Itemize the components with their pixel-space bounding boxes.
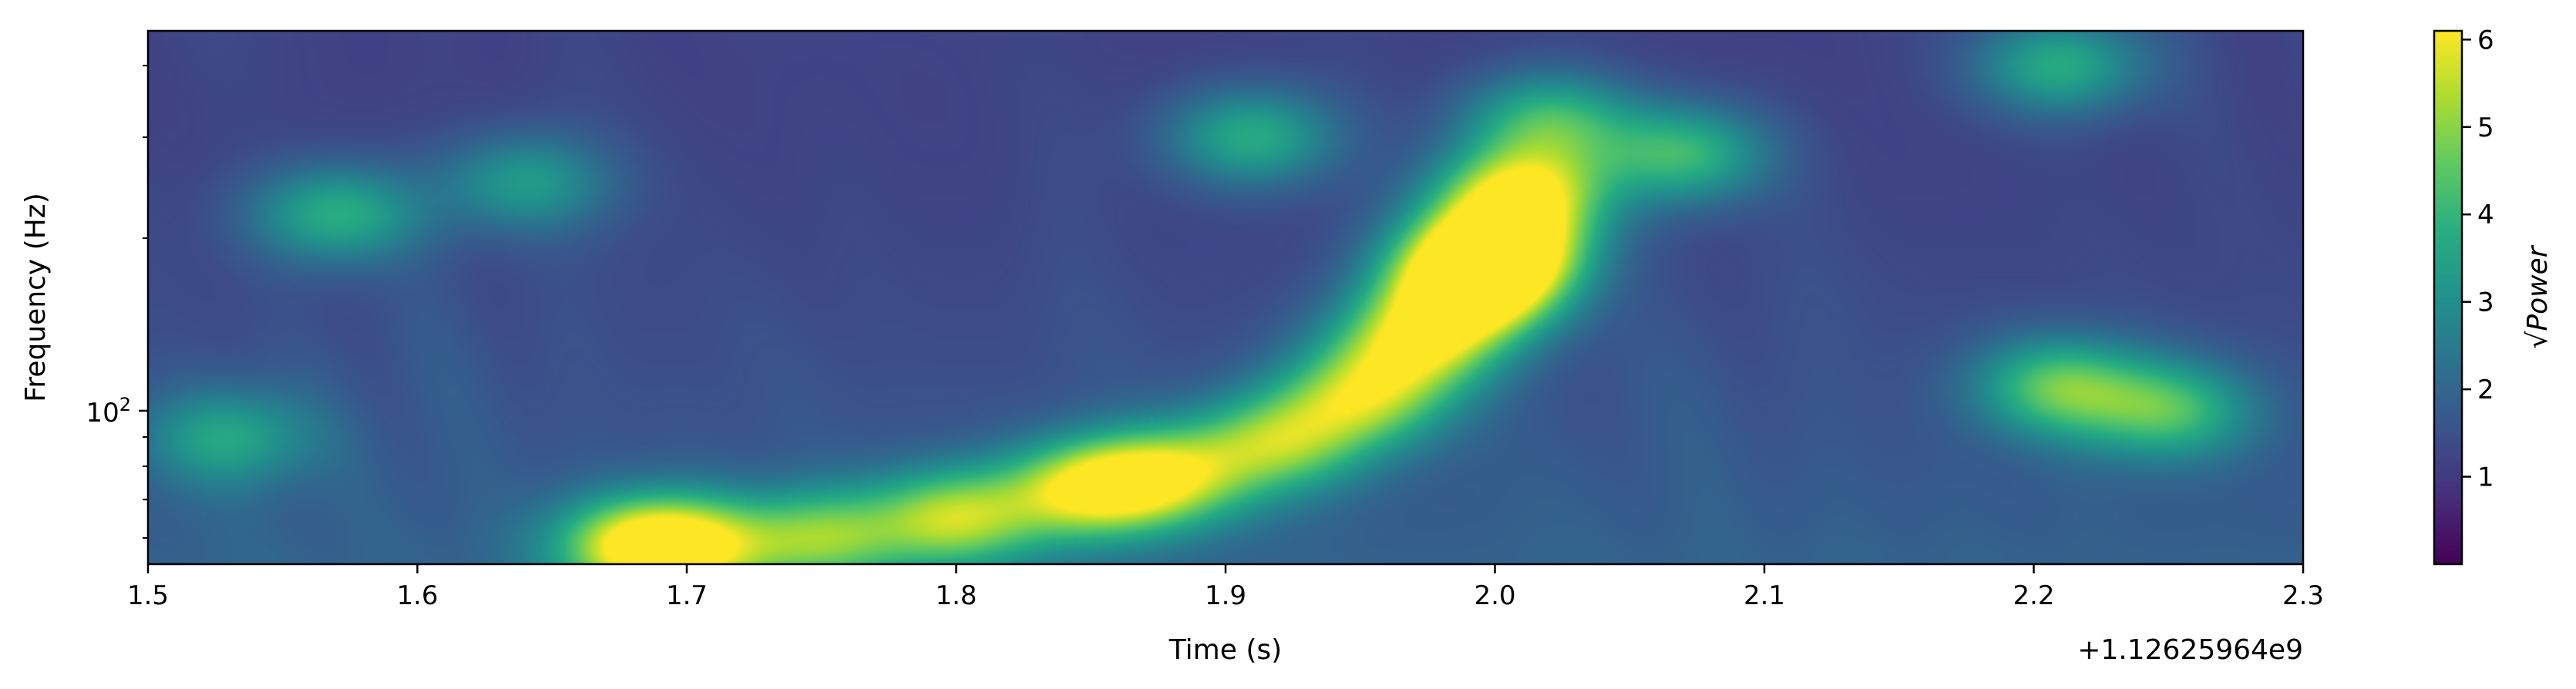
x-tick-label: 1.8 bbox=[935, 580, 977, 611]
y-axis bbox=[139, 65, 148, 539]
colorbar-label: √Power bbox=[2522, 244, 2554, 348]
colorbar-tick-label: 4 bbox=[2477, 200, 2494, 230]
x-tick-label: 2.3 bbox=[2282, 580, 2324, 611]
y-tick-label-exponent: 2 bbox=[119, 394, 131, 415]
x-tick-label: 1.5 bbox=[127, 580, 169, 611]
x-axis-label: Time (s) bbox=[1169, 634, 1282, 666]
colorbar-ticks: 1 2 3 4 5 6 bbox=[2462, 25, 2494, 493]
x-offset-label: +1.12625964e9 bbox=[2077, 634, 2303, 666]
heatmap-area bbox=[148, 31, 2303, 564]
colorbar-frame bbox=[2433, 29, 2463, 566]
x-tick-label: 2.1 bbox=[1744, 580, 1785, 611]
x-tick-label: 1.7 bbox=[666, 580, 708, 611]
colorbar-tick-label: 1 bbox=[2477, 462, 2494, 493]
x-tick-label: 1.9 bbox=[1205, 580, 1246, 611]
colorbar-tick-label: 6 bbox=[2477, 25, 2494, 55]
colorbar-tick-label: 5 bbox=[2477, 113, 2494, 143]
heatmap-canvas bbox=[148, 31, 2303, 564]
colorbar-gradient bbox=[2434, 31, 2462, 564]
y-tick-label-base: 10 bbox=[86, 398, 119, 429]
x-axis: 1.5 1.6 1.7 1.8 1.9 2.0 2.1 2.2 2.3 bbox=[127, 564, 2324, 611]
colorbar-tick-label: 2 bbox=[2477, 375, 2494, 405]
x-tick-label: 2.0 bbox=[1474, 580, 1515, 611]
y-tick-label-100: 102 bbox=[86, 394, 131, 429]
y-axis-label: Frequency (Hz) bbox=[20, 193, 52, 402]
x-tick-label: 1.6 bbox=[396, 580, 438, 611]
colorbar-tick-label: 3 bbox=[2477, 287, 2494, 318]
x-tick-label: 2.2 bbox=[2013, 580, 2054, 611]
